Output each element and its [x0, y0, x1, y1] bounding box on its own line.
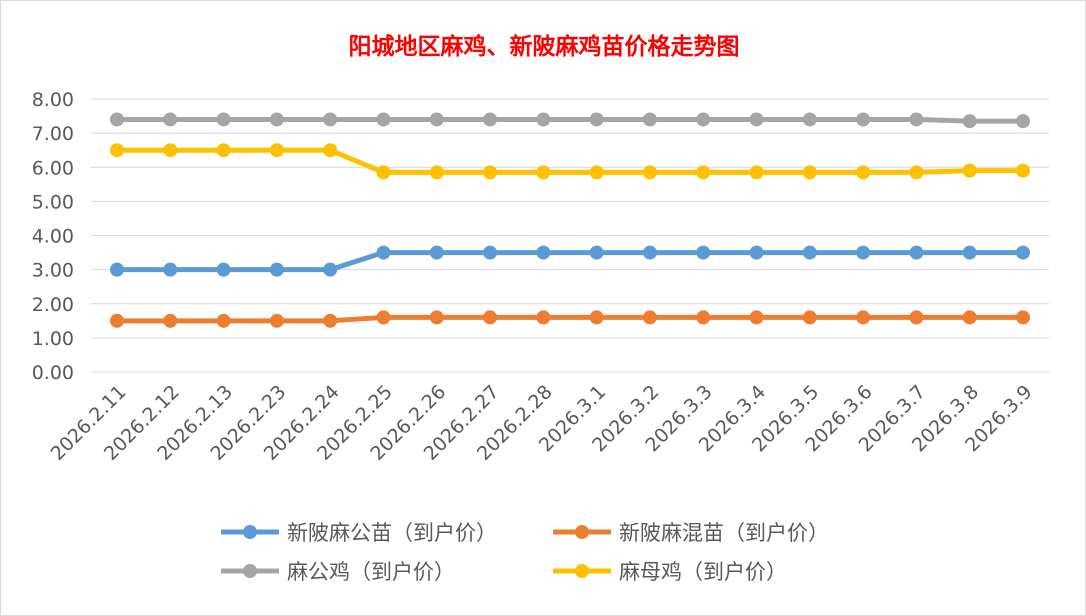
- legend-marker: [243, 525, 257, 539]
- data-point: [589, 310, 604, 325]
- legend-label: 新陂麻混苗（到户价）: [619, 521, 829, 545]
- y-tick-label: 2.00: [32, 294, 74, 316]
- data-point: [110, 262, 124, 277]
- data-point: [536, 245, 551, 260]
- data-point: [1016, 114, 1030, 129]
- legend-label: 麻公鸡（到户价）: [287, 560, 455, 584]
- data-point: [909, 112, 924, 127]
- data-point: [589, 165, 604, 180]
- data-point: [696, 245, 711, 260]
- data-point: [376, 310, 391, 325]
- data-point: [696, 165, 711, 180]
- legend-label: 麻母鸡（到户价）: [619, 560, 787, 584]
- data-point: [429, 112, 444, 127]
- data-point: [856, 165, 871, 180]
- data-point: [536, 310, 551, 325]
- y-tick-label: 0.00: [32, 362, 74, 384]
- data-point: [216, 313, 231, 328]
- data-point: [696, 112, 711, 127]
- data-point: [110, 313, 124, 328]
- series-line-2: [117, 116, 1023, 124]
- data-point: [376, 165, 391, 180]
- y-tick-label: 6.00: [32, 157, 74, 179]
- data-point: [802, 165, 817, 180]
- data-point: [483, 112, 498, 127]
- data-point: [962, 163, 977, 178]
- series-line-0: [117, 250, 1023, 273]
- data-point: [749, 310, 764, 325]
- data-point: [802, 245, 817, 260]
- data-point: [483, 310, 498, 325]
- y-tick-label: 8.00: [32, 89, 74, 111]
- data-point: [323, 112, 338, 127]
- data-point: [323, 262, 338, 277]
- data-point: [909, 310, 924, 325]
- legend-marker: [575, 564, 589, 578]
- data-point: [163, 112, 178, 127]
- data-point: [802, 112, 817, 127]
- data-point: [962, 245, 977, 260]
- data-point: [429, 165, 444, 180]
- data-point: [429, 310, 444, 325]
- data-point: [642, 245, 657, 260]
- data-point: [216, 262, 231, 277]
- data-point: [483, 245, 498, 260]
- data-point: [856, 245, 871, 260]
- data-point: [749, 245, 764, 260]
- data-point: [962, 310, 977, 325]
- data-point: [749, 112, 764, 127]
- chart-title: 阳城地区麻鸡、新陂麻鸡苗价格走势图: [348, 33, 740, 60]
- data-point: [163, 262, 178, 277]
- series-line-3: [117, 147, 1023, 175]
- data-point: [216, 112, 231, 127]
- data-point: [1016, 163, 1030, 178]
- y-tick-label: 7.00: [32, 123, 74, 145]
- y-tick-label: 3.00: [32, 260, 74, 282]
- data-point: [269, 112, 284, 127]
- data-point: [642, 165, 657, 180]
- data-point: [802, 310, 817, 325]
- data-point: [642, 112, 657, 127]
- data-point: [536, 165, 551, 180]
- y-tick-label: 1.00: [32, 328, 74, 350]
- data-point: [269, 313, 284, 328]
- legend-marker: [575, 525, 589, 539]
- data-point: [429, 245, 444, 260]
- data-point: [483, 165, 498, 180]
- data-point: [642, 310, 657, 325]
- data-point: [589, 112, 604, 127]
- data-point: [110, 143, 124, 158]
- data-point: [1016, 310, 1030, 325]
- data-point: [589, 245, 604, 260]
- data-point: [323, 313, 338, 328]
- data-point: [696, 310, 711, 325]
- data-point: [909, 245, 924, 260]
- data-point: [376, 245, 391, 260]
- data-point: [1016, 245, 1030, 260]
- data-point: [376, 112, 391, 127]
- data-point: [536, 112, 551, 127]
- data-point: [269, 262, 284, 277]
- data-point: [856, 310, 871, 325]
- legend-label: 新陂麻公苗（到户价）: [287, 521, 497, 545]
- data-point: [749, 165, 764, 180]
- y-tick-label: 4.00: [32, 226, 74, 248]
- data-point: [269, 143, 284, 158]
- data-point: [163, 143, 178, 158]
- data-point: [323, 143, 338, 158]
- data-point: [110, 112, 124, 127]
- data-point: [216, 143, 231, 158]
- data-point: [909, 165, 924, 180]
- y-tick-label: 5.00: [32, 191, 74, 213]
- data-point: [856, 112, 871, 127]
- data-point: [962, 114, 977, 129]
- data-point: [163, 313, 178, 328]
- legend-marker: [243, 564, 257, 578]
- series-line-1: [117, 314, 1023, 324]
